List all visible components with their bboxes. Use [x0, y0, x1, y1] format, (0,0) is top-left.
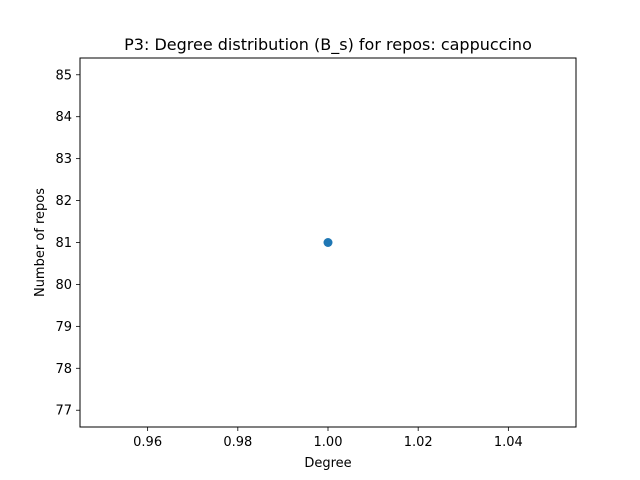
y-axis-label: Number of repos — [33, 188, 48, 297]
data-point — [323, 238, 333, 247]
y-tick-label: 80 — [55, 278, 72, 293]
y-tick-label: 77 — [55, 404, 72, 419]
y-axis: 77 78 79 80 81 82 83 84 85 — [55, 68, 80, 419]
y-tick-label: 78 — [55, 362, 72, 377]
x-tick-label: 1.02 — [404, 435, 433, 450]
x-tick-label: 1.00 — [314, 435, 343, 450]
x-tick-label: 1.04 — [494, 435, 523, 450]
y-tick-label: 79 — [55, 320, 72, 335]
y-tick-label: 83 — [55, 152, 72, 167]
x-axis-label: Degree — [304, 456, 351, 471]
y-tick-label: 82 — [55, 194, 72, 209]
x-tick-label: 0.98 — [223, 435, 252, 450]
y-tick-label: 84 — [55, 110, 72, 125]
x-tick-label: 0.96 — [133, 435, 162, 450]
y-tick-label: 81 — [55, 236, 72, 251]
data-points — [323, 238, 333, 247]
y-tick-label: 85 — [55, 68, 72, 83]
x-axis: 0.96 0.98 1.00 1.02 1.04 — [133, 427, 523, 450]
chart-title: P3: Degree distribution (B_s) for repos:… — [124, 35, 532, 55]
